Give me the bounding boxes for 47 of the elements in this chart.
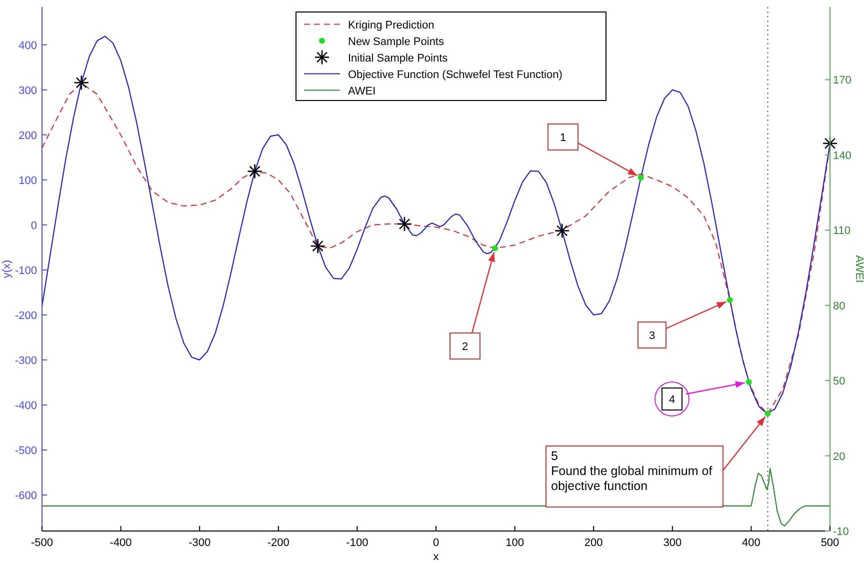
y2-tick-label: 20: [833, 450, 846, 463]
y2-tick-label: 50: [833, 376, 846, 388]
y2-axis-title: AWEI: [853, 255, 864, 283]
y-tick-label: 100: [18, 174, 37, 187]
x-tick-label: -300: [188, 537, 211, 549]
y-tick-label: 300: [18, 84, 37, 97]
y-tick-label: -100: [14, 264, 37, 277]
point: [492, 245, 498, 252]
legend-label: Kriging Prediction: [348, 19, 434, 32]
x-tick-label: -500: [30, 537, 54, 549]
x-tick-label: -200: [267, 537, 290, 549]
y-tick-label: -500: [14, 444, 37, 457]
legend-label: Initial Sample Points: [348, 52, 448, 64]
point: [726, 297, 733, 304]
x-tick-label: 200: [584, 537, 603, 549]
x-tick-label: -400: [110, 537, 132, 549]
y-tick-label: 200: [18, 130, 37, 142]
y2-tick-label: -10: [833, 526, 849, 538]
y-axis-title: y(x): [1, 260, 13, 278]
x-tick-label: 500: [820, 537, 840, 549]
x-tick-label: 100: [506, 537, 524, 549]
annotation: 4: [668, 394, 676, 406]
legend-label: AWEI: [348, 85, 376, 98]
y2-tick-label: 140: [833, 150, 852, 162]
annotation: 3: [648, 330, 656, 342]
x-tick-label: 0: [432, 537, 440, 549]
y-tick-label: -600: [14, 490, 37, 502]
point: [638, 174, 644, 181]
x-tick-label: 300: [663, 537, 682, 549]
x-tick-label: -100: [346, 537, 368, 549]
x-axis-title: x: [433, 551, 440, 563]
y-tick-label: 400: [18, 40, 37, 52]
annotation: 5 Found the global minimum of objective function: [551, 449, 713, 493]
annotation: 2: [462, 341, 468, 353]
y2-tick-label: 110: [833, 225, 851, 238]
y-tick-label: 0: [30, 220, 37, 232]
legend-label: Objective Function (Schwefel Test Function): [348, 68, 562, 81]
y2-tick-label: 170: [833, 74, 852, 87]
y2-tick-label: 80: [833, 300, 846, 312]
y-tick-label: -400: [14, 400, 37, 412]
x-tick-label: 400: [742, 537, 760, 549]
y-tick-label: -300: [14, 354, 37, 367]
y-tick-label: -200: [14, 310, 37, 322]
point: [764, 410, 771, 417]
legend-label: New Sample Points: [348, 36, 444, 48]
point: [746, 378, 752, 385]
annotation: 1: [560, 132, 566, 144]
